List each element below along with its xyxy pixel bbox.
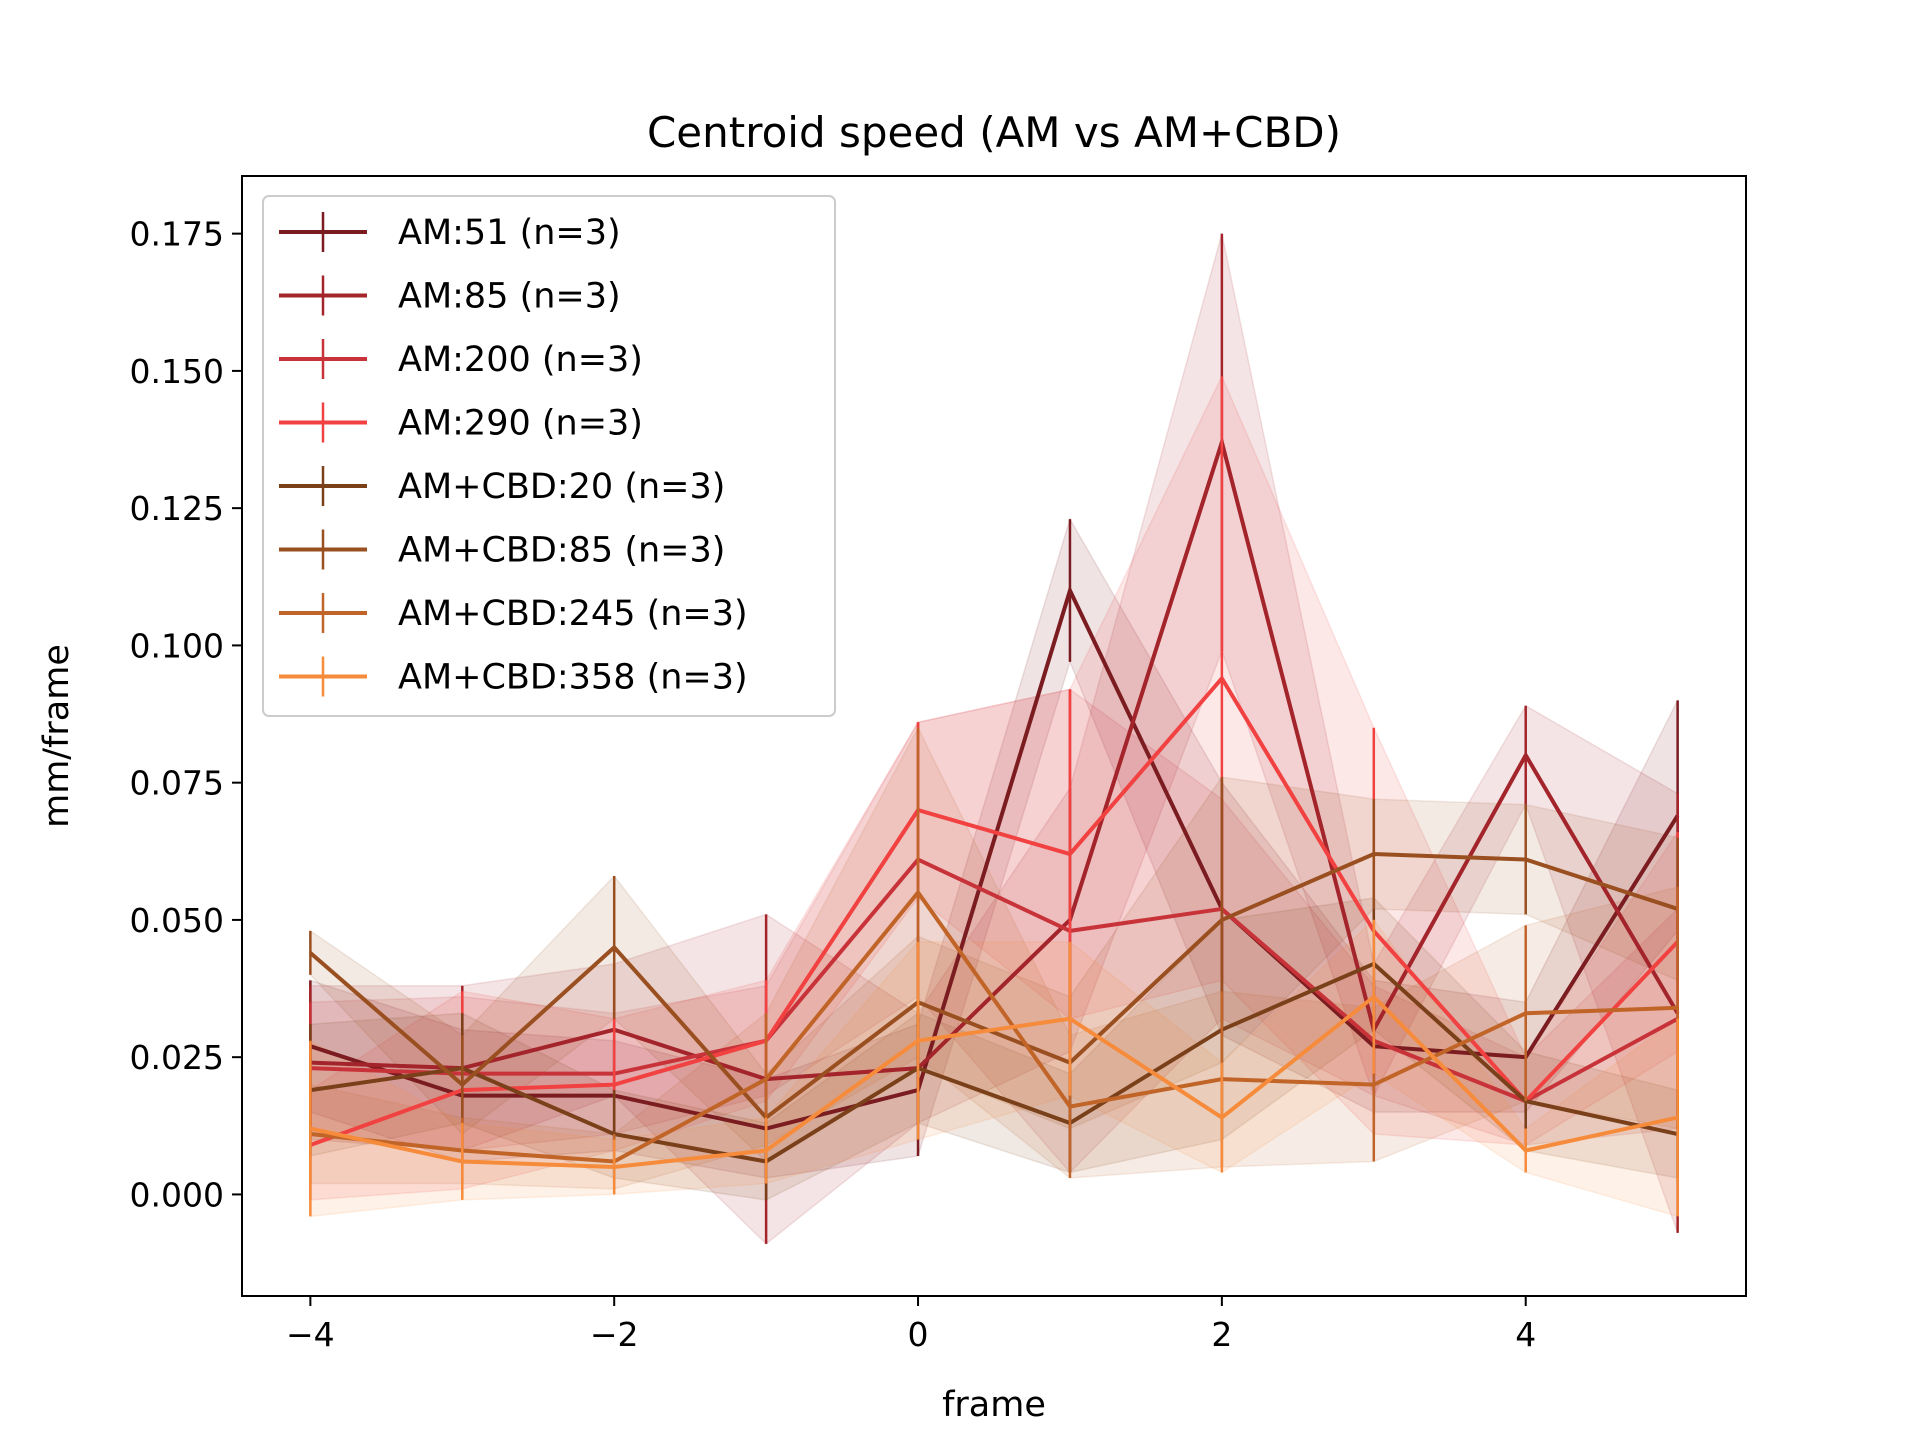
y-tick-label: 0.025 xyxy=(130,1038,224,1077)
legend-label: AM:200 (n=3) xyxy=(398,340,643,380)
legend-label: AM+CBD:358 (n=3) xyxy=(398,658,748,698)
legend-entry-am-cbd-20-n-3: AM+CBD:20 (n=3) xyxy=(279,466,725,507)
x-tick-label: −4 xyxy=(286,1315,335,1354)
legend-label: AM+CBD:245 (n=3) xyxy=(398,594,748,634)
y-tick-label: 0.125 xyxy=(130,489,224,528)
legend-entry-am-290-n-3: AM:290 (n=3) xyxy=(279,402,643,444)
legend-entry-am-200-n-3: AM:200 (n=3) xyxy=(279,339,643,380)
y-tick-label: 0.050 xyxy=(130,901,224,940)
chart-title: Centroid speed (AM vs AM+CBD) xyxy=(647,108,1341,157)
x-tick-label: −2 xyxy=(590,1315,639,1354)
series-line xyxy=(309,994,1679,1169)
y-tick-label: 0.075 xyxy=(130,764,224,803)
y-axis-label: mm/frame xyxy=(37,644,77,828)
x-tick-label: 0 xyxy=(908,1315,929,1354)
series-line xyxy=(309,584,1680,1131)
y-tick-label: 0.100 xyxy=(130,626,224,665)
x-axis-label: frame xyxy=(942,1385,1046,1425)
x-tick-label: 4 xyxy=(1515,1315,1536,1354)
axes-frame xyxy=(241,175,1747,1297)
legend-label: AM:51 (n=3) xyxy=(398,213,621,253)
series-line xyxy=(310,961,1679,1164)
plot-area xyxy=(309,233,1680,1245)
legend-entry-am-cbd-85-n-3: AM+CBD:85 (n=3) xyxy=(279,529,725,571)
series-line xyxy=(309,674,1680,1147)
series-line xyxy=(309,852,1679,1121)
legend-label: AM:290 (n=3) xyxy=(398,404,643,444)
x-tick-label: 2 xyxy=(1211,1315,1232,1354)
axis-ticks: −4 −2 0 2 4 0.000 0.025 0.050 0.075 0.100 0.125 0.1… xyxy=(130,215,1537,1354)
legend-entry-am-cbd-358-n-3: AM+CBD:358 (n=3) xyxy=(279,656,748,698)
series-line xyxy=(310,435,1680,1082)
series-am-cbd-358-n-3 xyxy=(309,919,1679,1217)
legend: AM:51 (n=3) AM:85 (n=3) AM:200 (n=3) AM:290… xyxy=(262,195,836,717)
y-tick-label: 0.000 xyxy=(130,1175,224,1214)
legend-label: AM+CBD:85 (n=3) xyxy=(398,531,725,571)
y-tick-label: 0.175 xyxy=(130,215,224,254)
legend-entry-am-cbd-245-n-3: AM+CBD:245 (n=3) xyxy=(279,593,748,634)
y-tick-label: 0.150 xyxy=(130,352,224,391)
legend-entry-am-51-n-3: AM:51 (n=3) xyxy=(279,212,621,253)
legend-entry-am-85-n-3: AM:85 (n=3) xyxy=(279,275,621,317)
legend-label: AM+CBD:20 (n=3) xyxy=(398,467,725,507)
legend-box xyxy=(262,195,836,717)
series-line xyxy=(310,889,1678,1164)
legend-label: AM:85 (n=3) xyxy=(398,277,621,317)
